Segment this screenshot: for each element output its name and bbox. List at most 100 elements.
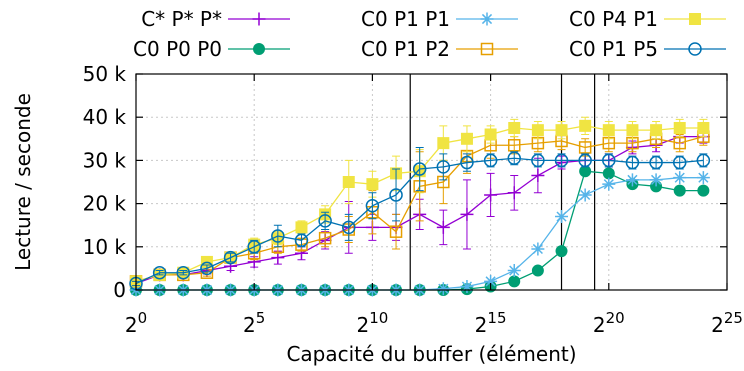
- data-point: [578, 188, 592, 202]
- x-tick-exponent: 10: [369, 309, 388, 327]
- data-point: [650, 124, 663, 137]
- data-point: [200, 261, 214, 276]
- data-point: [342, 176, 355, 188]
- data-point: [555, 124, 568, 137]
- data-point: [697, 184, 710, 197]
- x-tick-label: 210: [356, 309, 388, 337]
- x-tick-label: 225: [711, 309, 743, 337]
- data-point: [579, 119, 592, 132]
- data-point: [507, 151, 521, 165]
- data-point: [389, 225, 403, 238]
- error-bar: [415, 146, 424, 192]
- data-point: [531, 169, 545, 183]
- legend-item: C0 P1 P2: [361, 37, 518, 61]
- legend-label: C0 P1 P2: [361, 37, 450, 61]
- y-axis-label: Lecture / seconde: [11, 93, 35, 271]
- data-point: [531, 242, 545, 256]
- x-tick-label: 220: [593, 309, 625, 337]
- data-point: [673, 122, 686, 134]
- data-point: [696, 171, 710, 185]
- data-point: [365, 199, 380, 213]
- error-bar: [344, 213, 353, 241]
- x-tick-base: 2: [125, 313, 138, 337]
- data-point: [460, 155, 474, 170]
- error-bar: [439, 153, 448, 181]
- y-tick-label: 10 k: [83, 235, 127, 259]
- data-point: [223, 250, 238, 265]
- data-point: [484, 188, 498, 202]
- data-point: [689, 13, 701, 25]
- x-tick-base: 2: [711, 313, 724, 337]
- y-tick-label: 20 k: [83, 192, 127, 216]
- data-point: [176, 265, 191, 280]
- data-point: [697, 122, 710, 134]
- data-point: [483, 153, 498, 168]
- data-point: [480, 42, 494, 56]
- x-axis: 20 25 210 215 220 225: [125, 74, 743, 337]
- data-point: [460, 207, 474, 221]
- data-point: [271, 229, 285, 243]
- x-axis-label: Capacité du buffer (élément): [286, 342, 576, 366]
- data-point: [318, 231, 332, 245]
- data-point: [437, 137, 450, 150]
- plot-frame: [135, 73, 728, 291]
- x-tick-label: 25: [243, 309, 265, 337]
- data-point: [342, 220, 356, 235]
- y-tick-label: 50 k: [83, 62, 127, 86]
- data-point: [625, 173, 639, 187]
- data-point: [602, 167, 615, 180]
- data-point: [507, 186, 521, 200]
- legend-item: C0 P1 P5: [569, 37, 726, 61]
- data-point: [625, 155, 640, 170]
- x-tick-exponent: 5: [256, 309, 266, 327]
- data-point: [460, 132, 473, 145]
- data-point: [508, 122, 521, 134]
- legend-label: C0 P1 P5: [569, 37, 658, 61]
- x-tick-exponent: 25: [724, 309, 743, 327]
- legend-item: C0 P1 P1: [361, 7, 518, 31]
- data-point: [366, 178, 379, 191]
- data-point: [602, 124, 615, 137]
- x-tick-exponent: 15: [487, 309, 506, 327]
- data-point: [318, 214, 332, 228]
- legend-label: C0 P4 P1: [569, 7, 658, 31]
- error-bar: [226, 252, 235, 263]
- legend-item: C* P* P*: [141, 7, 290, 31]
- y-axis: 0 10 k 20 k 30 k 40 k 50 k: [83, 62, 727, 302]
- data-point: [649, 155, 663, 170]
- data-point: [555, 210, 569, 224]
- data-point: [507, 139, 521, 152]
- series-c0-p1-p5: [129, 146, 711, 291]
- data-point: [484, 128, 497, 141]
- y-tick-label: 30 k: [83, 148, 127, 172]
- data-point: [508, 275, 521, 288]
- x-tick-exponent: 20: [606, 309, 625, 327]
- data-point: [252, 12, 266, 26]
- data-point: [673, 184, 686, 197]
- data-point: [649, 173, 663, 187]
- data-point: [294, 233, 309, 248]
- data-point: [412, 162, 427, 176]
- data-point: [602, 177, 616, 191]
- data-point: [389, 188, 403, 202]
- data-point: [436, 282, 450, 296]
- error-bar: [273, 224, 282, 248]
- error-bar: [368, 192, 377, 220]
- data-point: [531, 264, 544, 277]
- data-point: [578, 153, 592, 168]
- data-point: [579, 165, 592, 178]
- data-point: [696, 153, 711, 168]
- x-tick-base: 2: [593, 313, 606, 337]
- data-point: [626, 124, 639, 137]
- error-bar: [155, 270, 164, 276]
- data-point: [531, 153, 545, 168]
- data-point: [436, 220, 450, 234]
- data-point: [295, 221, 308, 234]
- x-tick-base: 2: [243, 313, 256, 337]
- data-point: [436, 160, 451, 174]
- data-point: [152, 265, 167, 280]
- x-tick-base: 2: [356, 313, 369, 337]
- legend-label: C* P* P*: [141, 7, 222, 31]
- legend: C* P* P* C0 P0 P0 C0 P1 P1 C0 P1 P2 C0 P4 P1…: [133, 7, 726, 61]
- error-bar: [179, 270, 188, 276]
